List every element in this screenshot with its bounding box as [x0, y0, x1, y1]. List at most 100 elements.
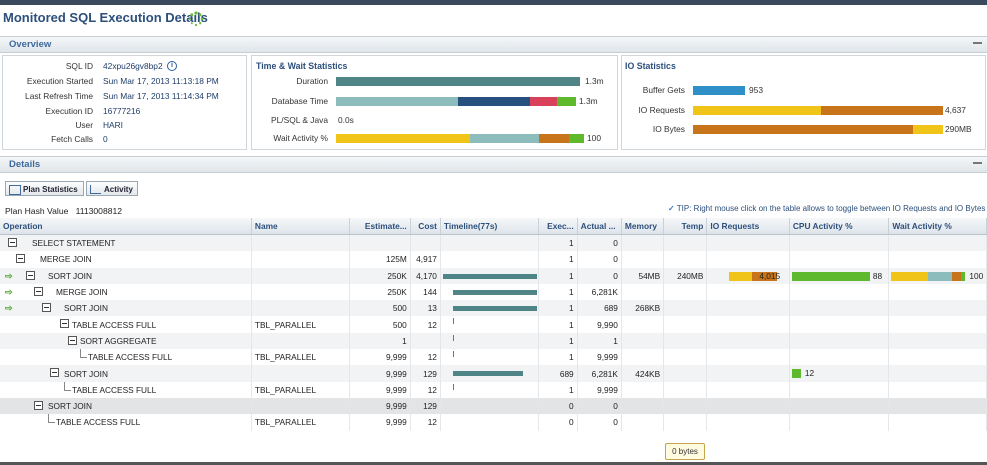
- plan-hash: Plan Hash Value 1113008812: [5, 206, 122, 216]
- io-requests-bar[interactable]: [693, 106, 943, 115]
- exec-cell: 1: [538, 283, 578, 301]
- collapse-icon[interactable]: [68, 335, 77, 345]
- minimize-icon[interactable]: [973, 162, 982, 164]
- actual-cell: 0: [577, 234, 622, 252]
- wait-cell: [888, 381, 987, 398]
- tree-leaf-line: [48, 414, 55, 424]
- cost-cell: 12: [410, 316, 441, 333]
- table-row[interactable]: TABLE ACCESS FULL TBL_PARALLEL 9,999 12 …: [0, 414, 987, 431]
- table-row[interactable]: ⇨ SORT JOIN 250K 4,170 1 0 54MB 240MB 4,0…: [0, 267, 987, 284]
- col-temp[interactable]: Temp: [663, 218, 708, 235]
- wait-cell: [888, 283, 987, 301]
- window-bottom-bar: [0, 462, 987, 465]
- user-label: User: [75, 120, 93, 130]
- tooltip: 0 bytes: [665, 443, 705, 460]
- name-cell: [251, 397, 351, 415]
- cost-cell: 12: [410, 381, 441, 398]
- col-name[interactable]: Name: [251, 218, 351, 235]
- table-row[interactable]: TABLE ACCESS FULL TBL_PARALLEL 9,999 12 …: [0, 349, 987, 366]
- timeline-cell: [440, 267, 540, 284]
- exec-cell: 0: [538, 414, 578, 431]
- col-actual[interactable]: Actual ...: [577, 218, 622, 235]
- name-cell: TBL_PARALLEL: [251, 414, 351, 431]
- activity-tab[interactable]: Activity: [86, 181, 138, 196]
- tip-text: ✓ TIP: Right mouse click on the table al…: [668, 204, 985, 213]
- table-row[interactable]: TABLE ACCESS FULL TBL_PARALLEL 9,999 12 …: [0, 381, 987, 398]
- table-row[interactable]: TABLE ACCESS FULL TBL_PARALLEL 500 12 1 …: [0, 316, 987, 333]
- io-bytes-bar[interactable]: [693, 125, 943, 134]
- name-cell: TBL_PARALLEL: [251, 316, 351, 333]
- sql-id-value[interactable]: 42xpu26gv8bp2: [103, 61, 163, 71]
- database-time-bar[interactable]: [336, 97, 576, 106]
- col-cpu-activity[interactable]: CPU Activity %: [789, 218, 890, 235]
- collapse-icon[interactable]: [8, 238, 17, 247]
- collapse-icon[interactable]: [26, 270, 35, 280]
- collapse-icon[interactable]: [60, 319, 69, 329]
- minimize-icon[interactable]: [973, 42, 982, 44]
- temp-cell: [663, 251, 708, 268]
- collapse-icon[interactable]: [16, 254, 25, 264]
- operation-cell: SELECT STATEMENT: [32, 238, 116, 249]
- collapse-icon[interactable]: [34, 400, 43, 410]
- col-io-requests[interactable]: IO Requests: [706, 218, 790, 235]
- col-exec[interactable]: Exec...: [538, 218, 578, 235]
- wait-cell: [888, 300, 987, 317]
- wait-activity-bar[interactable]: [336, 134, 584, 143]
- cost-cell: 129: [410, 365, 441, 382]
- estimate-cell: 250K: [349, 283, 411, 301]
- collapse-icon[interactable]: [34, 286, 43, 296]
- info-icon[interactable]: i: [167, 61, 177, 71]
- timeline-cell: [440, 381, 540, 398]
- exec-cell: 1: [538, 332, 578, 350]
- wait-cell: [888, 397, 987, 415]
- buffer-gets-bar[interactable]: [693, 86, 745, 95]
- io-cell: [706, 300, 790, 317]
- col-timeline[interactable]: Timeline(77s): [440, 218, 540, 235]
- details-section-header[interactable]: Details: [0, 156, 987, 173]
- cpu-cell: [789, 397, 890, 415]
- table-row[interactable]: SORT JOIN 9,999 129 689 6,281K 424KB 12: [0, 365, 987, 382]
- table-row[interactable]: ⇨ SORT JOIN 500 13 1 689 268KB: [0, 300, 987, 317]
- collapse-icon[interactable]: [42, 303, 51, 313]
- temp-cell: 240MB: [663, 267, 708, 284]
- actual-cell: 9,990: [577, 316, 622, 333]
- timeline-bar: [452, 306, 537, 312]
- table-row[interactable]: MERGE JOIN 125M 4,917 1 0: [0, 251, 987, 268]
- col-cost[interactable]: Cost: [410, 218, 441, 235]
- memory-cell: 424KB: [621, 365, 665, 382]
- collapse-icon[interactable]: [50, 368, 59, 378]
- wait-activity-value: 100: [587, 133, 601, 143]
- cpu-activity-bar: [791, 369, 801, 379]
- io-statistics-panel: IO Statistics Buffer Gets 953 IO Request…: [621, 55, 986, 150]
- buffer-gets-value: 953: [749, 85, 763, 95]
- table-row[interactable]: ⇨ MERGE JOIN 250K 144 1 6,281K: [0, 283, 987, 301]
- cpu-cell: [789, 316, 890, 333]
- plan-statistics-tab[interactable]: Plan Statistics: [5, 181, 84, 196]
- io-cell: [706, 349, 790, 366]
- time-wait-title: Time & Wait Statistics: [256, 61, 348, 71]
- io-requests-value: 4,637: [945, 105, 966, 115]
- col-memory[interactable]: Memory: [621, 218, 665, 235]
- overview-section-header[interactable]: Overview: [0, 36, 987, 53]
- col-operation[interactable]: Operation: [0, 218, 252, 235]
- io-cell: [706, 414, 790, 431]
- io-requests-label: IO Requests: [638, 105, 685, 115]
- col-wait-activity[interactable]: Wait Activity %: [888, 218, 987, 235]
- check-tip-icon: ✓: [668, 204, 675, 213]
- plsql-java-label: PL/SQL & Java: [271, 115, 328, 125]
- table-row[interactable]: SORT JOIN 9,999 129 0 0: [0, 397, 987, 415]
- estimate-cell: 500: [349, 316, 411, 333]
- temp-cell: [663, 234, 708, 252]
- name-cell: [251, 234, 351, 252]
- plan-hash-label: Plan Hash Value: [5, 206, 69, 216]
- duration-bar[interactable]: [336, 77, 580, 86]
- estimate-cell: 125M: [349, 251, 411, 268]
- table-row[interactable]: SELECT STATEMENT 1 0: [0, 234, 987, 252]
- table-row[interactable]: SORT AGGREGATE 1 1 1: [0, 332, 987, 350]
- col-estimate[interactable]: Estimate...: [349, 218, 411, 235]
- execution-started-value: Sun Mar 17, 2013 11:13:18 PM: [103, 76, 219, 86]
- memory-cell: 54MB: [621, 267, 665, 284]
- operation-cell: SORT JOIN: [48, 270, 92, 281]
- tree-leaf-line: [64, 381, 71, 391]
- operation-cell: MERGE JOIN: [56, 287, 108, 298]
